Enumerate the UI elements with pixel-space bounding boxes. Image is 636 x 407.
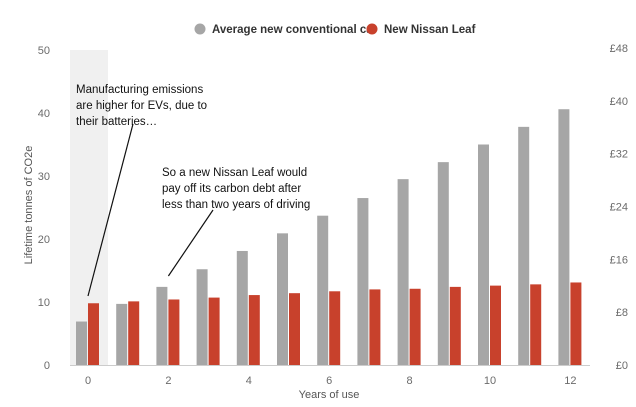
bar-conventional-year-6	[317, 215, 329, 365]
y2-tick-label: £48	[610, 43, 628, 55]
bar-leaf-year-2	[168, 299, 180, 365]
y2-tick-label: £24	[610, 202, 628, 214]
bar-conventional-year-9	[437, 162, 449, 365]
bar-leaf-year-8	[409, 288, 421, 365]
bar-conventional-year-10	[478, 144, 489, 365]
y-tick-label: 0	[44, 360, 50, 372]
annotation-line: So a new Nissan Leaf would	[162, 167, 307, 179]
annotation-pointer	[167, 209, 214, 277]
bar-conventional-year-11	[518, 126, 530, 365]
legend-swatch	[366, 23, 378, 35]
annotation-line: their batteries…	[76, 116, 157, 128]
annotations-layer: Manufacturing emissions are higher for EV…	[76, 84, 310, 297]
bar-conventional-year-12	[558, 109, 570, 365]
y-tick-label: 50	[38, 45, 50, 57]
x-axis-title: Years of use	[299, 389, 360, 401]
legend-swatch	[194, 23, 206, 35]
legend-label: New Nissan Leaf	[384, 24, 476, 36]
bar-conventional-year-7	[357, 198, 369, 365]
bar-conventional-year-3	[196, 269, 208, 365]
bar-conventional-year-4	[236, 250, 248, 365]
legend: Average new conventional car New Nissan L…	[194, 23, 476, 36]
bar-leaf-year-11	[530, 284, 542, 365]
bar-leaf-year-0	[88, 303, 99, 365]
legend-item: New Nissan Leaf	[366, 23, 476, 36]
bar-leaf-year-10	[490, 285, 501, 365]
bar-leaf-year-5	[289, 293, 300, 365]
y-tick-label: 40	[38, 108, 50, 120]
annotation-line: Manufacturing emissions	[76, 84, 203, 96]
annotation-payback: So a new Nissan Leaf would pay off its ca…	[162, 167, 310, 277]
x-tick-label: 0	[85, 375, 91, 387]
x-tick-label: 10	[484, 375, 496, 387]
legend-item: Average new conventional car	[194, 23, 378, 36]
annotation-line: are higher for EVs, due to	[76, 100, 207, 112]
annotation-pointer	[87, 123, 134, 297]
y-axis-title: Lifetime tonnes of CO2e	[23, 146, 35, 265]
bar-conventional-year-2	[156, 286, 168, 365]
y2-tick-label: £32	[610, 149, 628, 161]
x-tick-label: 2	[165, 375, 171, 387]
bar-conventional-year-1	[116, 303, 128, 365]
bar-leaf-year-9	[449, 286, 461, 365]
axis-layer: 0 2 4 6 8 10 12 0 10 20 30 40 50 £0 £8 £16 £24 £32 £40 £48	[38, 43, 628, 387]
x-tick-label: 6	[326, 375, 332, 387]
bar-leaf-year-6	[329, 291, 341, 365]
bar-leaf-year-7	[369, 289, 381, 365]
bar-leaf-year-3	[208, 297, 220, 365]
y-tick-label: 10	[38, 297, 50, 309]
bar-leaf-year-12	[570, 282, 582, 365]
y-tick-label: 30	[38, 171, 50, 183]
annotation-line: pay off its carbon debt after	[162, 183, 301, 195]
y2-tick-label: £0	[616, 360, 628, 372]
x-tick-label: 4	[246, 375, 252, 387]
y-tick-label: 20	[38, 234, 50, 246]
annotation-manufacturing: Manufacturing emissions are higher for EV…	[76, 84, 207, 297]
bar-conventional-year-0	[76, 321, 87, 365]
y2-tick-label: £16	[610, 254, 628, 266]
x-tick-label: 8	[407, 375, 413, 387]
bar-leaf-year-4	[248, 295, 260, 365]
y2-tick-label: £40	[610, 96, 628, 108]
bar-conventional-year-8	[397, 179, 409, 365]
annotation-line: less than two years of driving	[162, 199, 310, 211]
bars-layer	[76, 109, 582, 365]
bar-leaf-year-1	[128, 301, 140, 365]
bar-conventional-year-5	[277, 233, 288, 365]
legend-label: Average new conventional car	[212, 24, 378, 36]
y2-tick-label: £8	[616, 307, 628, 319]
x-tick-label: 12	[564, 375, 576, 387]
